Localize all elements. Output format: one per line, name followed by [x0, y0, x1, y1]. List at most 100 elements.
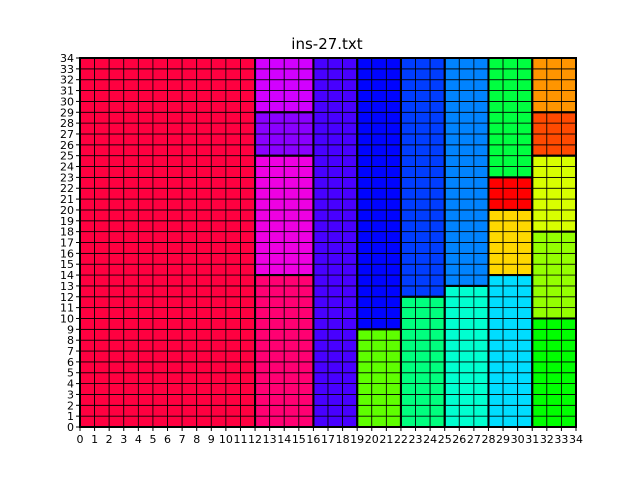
- grid-cell: [181, 415, 198, 428]
- grid-cell: [210, 339, 227, 352]
- grid-cell: [473, 144, 489, 157]
- grid-cell: [488, 361, 504, 374]
- grid-cell: [371, 90, 387, 102]
- y-tick-label: 5: [67, 367, 74, 380]
- grid-cell: [167, 176, 183, 189]
- grid-cell: [196, 155, 212, 167]
- grid-cell: [415, 415, 431, 428]
- grid-cell: [444, 372, 460, 384]
- grid-cell: [546, 383, 562, 395]
- x-tick-label: 4: [135, 433, 142, 446]
- grid-cell: [415, 220, 431, 233]
- grid-cell: [342, 79, 358, 91]
- grid-cell: [79, 394, 95, 406]
- y-tick-label: 13: [60, 280, 74, 293]
- grid-cell: [254, 176, 271, 189]
- grid-cell: [327, 285, 343, 298]
- grid-cell: [385, 274, 402, 287]
- grid-cell: [385, 242, 402, 254]
- x-tick-label: 33: [554, 433, 568, 446]
- grid-cell: [444, 155, 460, 167]
- grid-cell: [283, 144, 300, 157]
- grid-cell: [561, 176, 577, 189]
- grid-cell: [561, 285, 577, 298]
- grid-cell: [488, 68, 504, 81]
- grid-cell: [371, 339, 387, 352]
- grid-cell: [313, 220, 329, 233]
- grid-cell: [327, 198, 343, 211]
- y-tick-label: 1: [67, 410, 74, 423]
- grid-cell: [240, 361, 256, 374]
- grid-cell: [429, 361, 446, 374]
- grid-cell: [517, 220, 533, 233]
- grid-cell: [502, 176, 519, 189]
- grid-cell: [385, 383, 402, 395]
- grid-cell: [473, 415, 489, 428]
- grid-cell: [79, 383, 95, 395]
- grid-cell: [502, 187, 519, 200]
- grid-cell: [240, 263, 256, 276]
- grid-cell: [546, 307, 562, 319]
- x-tick-label: 20: [365, 433, 379, 446]
- grid-cell: [502, 79, 519, 91]
- grid-cell: [385, 361, 402, 374]
- grid-cell: [254, 144, 271, 157]
- grid-cell: [356, 155, 373, 167]
- grid-cell: [167, 198, 183, 211]
- grid-cell: [298, 133, 314, 146]
- grid-cell: [356, 394, 373, 406]
- grid-cell: [137, 166, 154, 178]
- grid-cell: [123, 176, 139, 189]
- grid-cell: [458, 111, 475, 124]
- grid-cell: [327, 166, 343, 178]
- grid-cell: [152, 144, 168, 157]
- grid-cell: [531, 415, 548, 428]
- grid-cell: [385, 285, 402, 298]
- grid-cell: [94, 404, 110, 417]
- grid-cell: [108, 372, 125, 384]
- grid-cell: [181, 68, 198, 81]
- grid-cell: [79, 209, 95, 222]
- grid-cell: [531, 350, 548, 363]
- grid-cell: [356, 79, 373, 91]
- y-tick-label: 4: [67, 378, 74, 391]
- y-tick-label: 25: [60, 150, 74, 163]
- grid-cell: [561, 166, 577, 178]
- grid-cell: [473, 339, 489, 352]
- grid-cell: [531, 166, 548, 178]
- grid-cell: [385, 220, 402, 233]
- grid-cell: [225, 187, 241, 200]
- grid-cell: [79, 415, 95, 428]
- grid-cell: [240, 122, 256, 135]
- grid-cell: [400, 79, 416, 91]
- grid-cell: [444, 307, 460, 319]
- x-tick-label: 2: [106, 433, 113, 446]
- grid-cell: [473, 68, 489, 81]
- grid-cell: [531, 90, 548, 102]
- grid-cell: [152, 415, 168, 428]
- grid-cell: [137, 285, 154, 298]
- grid-cell: [254, 187, 271, 200]
- grid-cell: [429, 144, 446, 157]
- grid-cell: [458, 339, 475, 352]
- grid-cell: [210, 242, 227, 254]
- grid-cell: [283, 176, 300, 189]
- grid-cell: [313, 231, 329, 243]
- grid-cell: [313, 394, 329, 406]
- grid-cell: [254, 133, 271, 146]
- grid-cell: [458, 394, 475, 406]
- grid-cell: [181, 133, 198, 146]
- grid-cell: [269, 274, 285, 287]
- grid-cell: [546, 263, 562, 276]
- grid-cell: [561, 187, 577, 200]
- grid-cell: [108, 285, 125, 298]
- grid-cell: [269, 263, 285, 276]
- grid-cell: [342, 176, 358, 189]
- y-tick-label: 9: [67, 323, 74, 336]
- grid-cell: [283, 318, 300, 330]
- grid-cell: [429, 79, 446, 91]
- grid-cell: [488, 318, 504, 330]
- grid-cell: [473, 274, 489, 287]
- grid-cell: [181, 285, 198, 298]
